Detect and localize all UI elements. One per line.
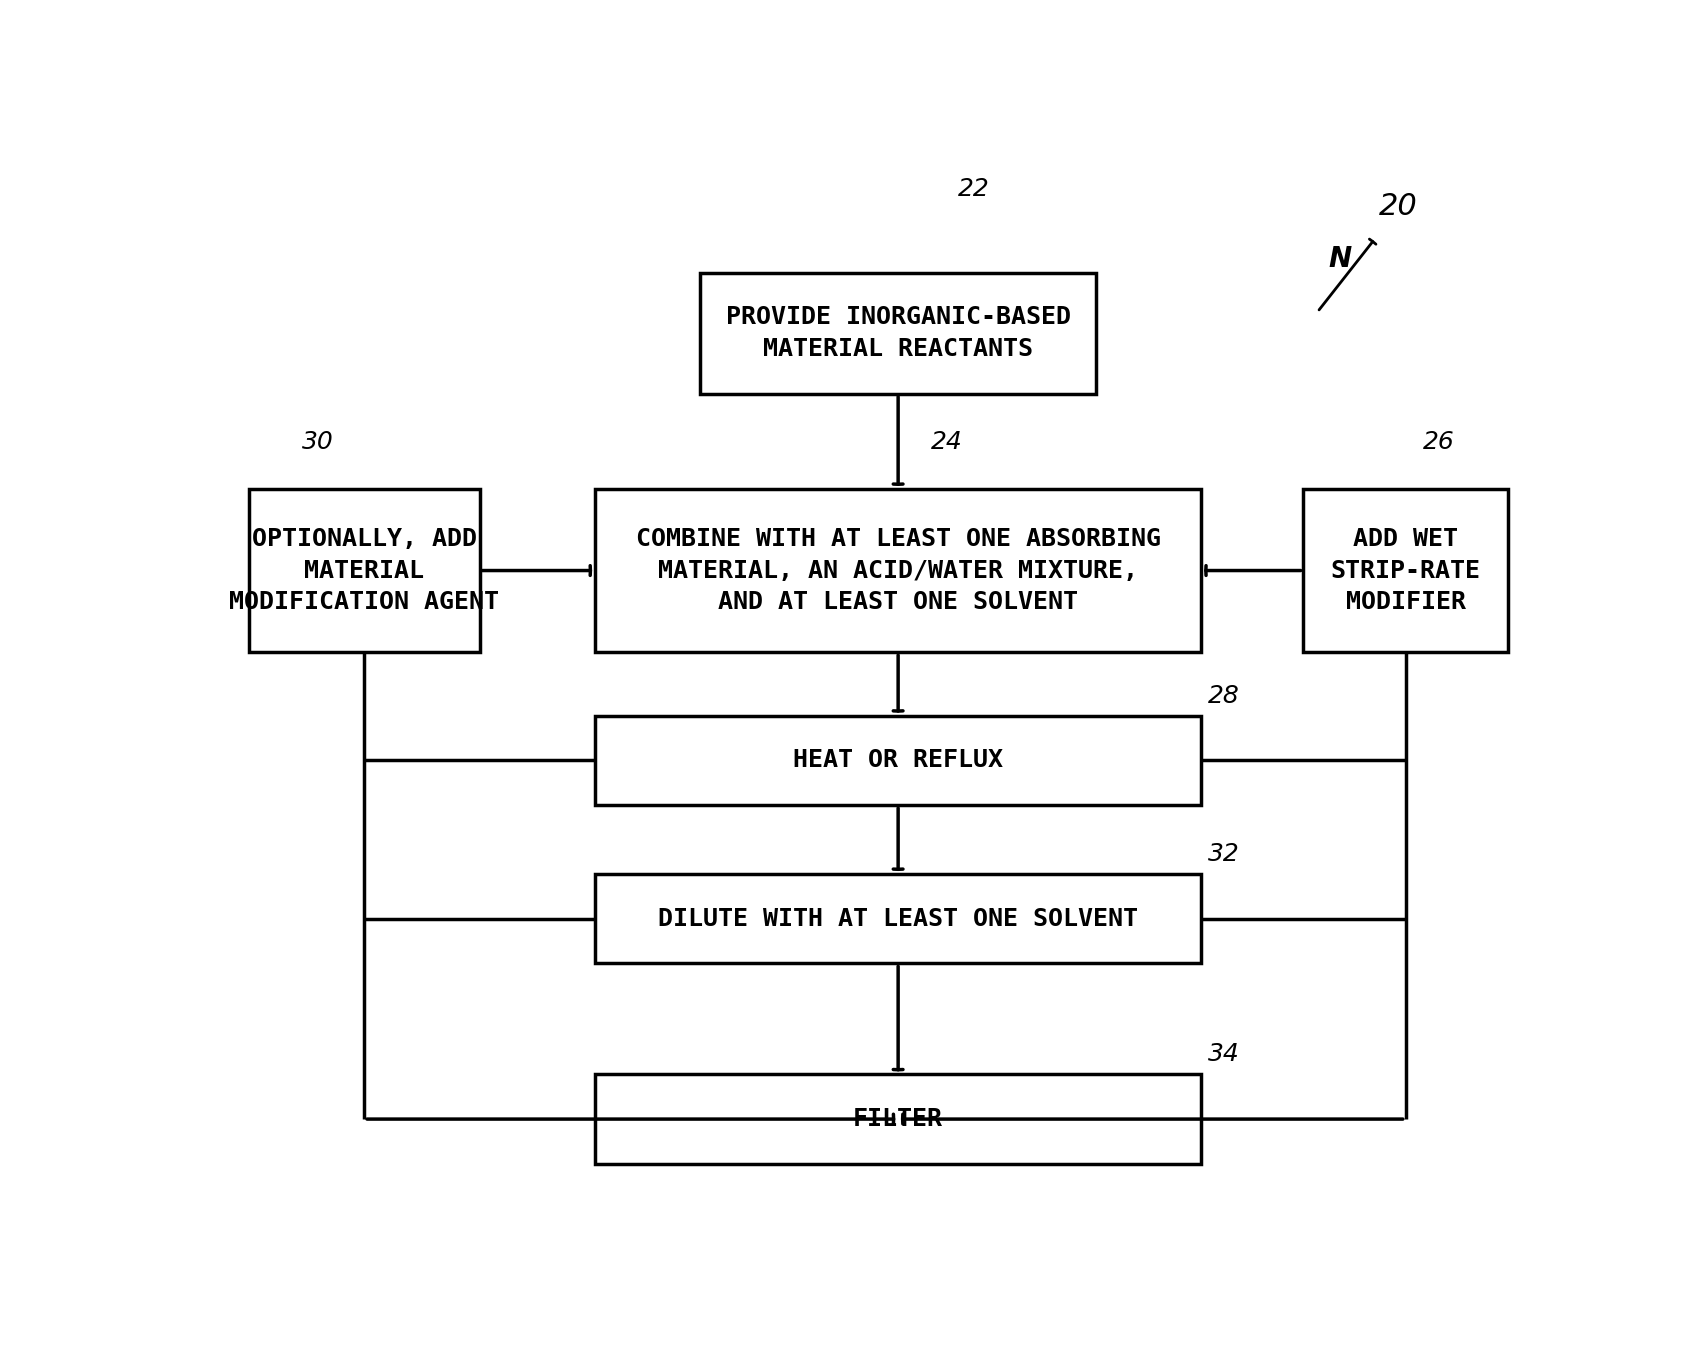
FancyBboxPatch shape bbox=[1303, 489, 1507, 652]
FancyBboxPatch shape bbox=[595, 1074, 1201, 1164]
Text: OPTIONALLY, ADD
MATERIAL
MODIFICATION AGENT: OPTIONALLY, ADD MATERIAL MODIFICATION AG… bbox=[230, 527, 498, 614]
Text: 20: 20 bbox=[1380, 192, 1419, 221]
Text: DILUTE WITH AT LEAST ONE SOLVENT: DILUTE WITH AT LEAST ONE SOLVENT bbox=[658, 907, 1138, 930]
FancyBboxPatch shape bbox=[595, 715, 1201, 806]
FancyBboxPatch shape bbox=[595, 489, 1201, 652]
FancyBboxPatch shape bbox=[595, 874, 1201, 963]
Text: 34: 34 bbox=[1208, 1043, 1240, 1066]
Text: FILTER: FILTER bbox=[854, 1107, 942, 1132]
Text: 24: 24 bbox=[930, 430, 963, 455]
Text: PROVIDE INORGANIC-BASED
MATERIAL REACTANTS: PROVIDE INORGANIC-BASED MATERIAL REACTAN… bbox=[726, 306, 1070, 360]
FancyBboxPatch shape bbox=[248, 489, 480, 652]
Text: 28: 28 bbox=[1208, 684, 1240, 708]
Text: ADD WET
STRIP-RATE
MODIFIER: ADD WET STRIP-RATE MODIFIER bbox=[1330, 527, 1480, 614]
Text: N: N bbox=[1328, 245, 1351, 274]
Text: 26: 26 bbox=[1422, 430, 1454, 455]
Text: HEAT OR REFLUX: HEAT OR REFLUX bbox=[793, 748, 1004, 773]
Text: COMBINE WITH AT LEAST ONE ABSORBING
MATERIAL, AN ACID/WATER MIXTURE,
AND AT LEAS: COMBINE WITH AT LEAST ONE ABSORBING MATE… bbox=[636, 527, 1160, 614]
Text: 30: 30 bbox=[303, 430, 333, 455]
Text: 22: 22 bbox=[958, 177, 990, 201]
Text: 32: 32 bbox=[1208, 843, 1240, 866]
FancyBboxPatch shape bbox=[701, 273, 1095, 393]
